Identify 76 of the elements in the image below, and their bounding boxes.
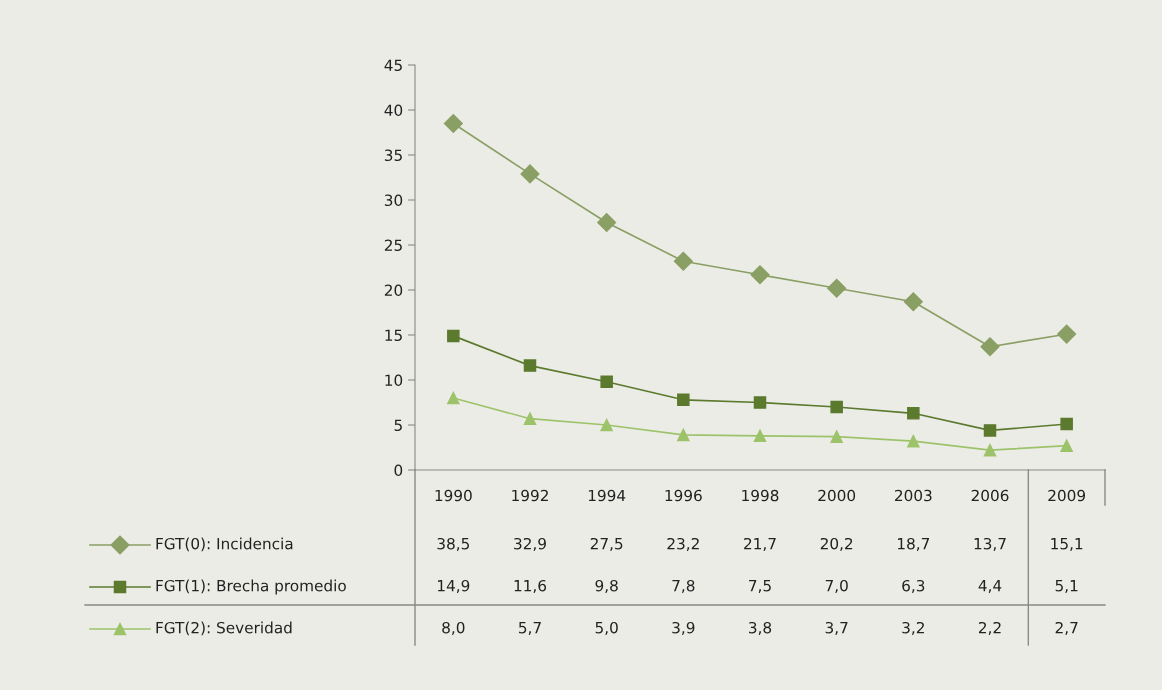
point: [1057, 324, 1077, 344]
data-label: 14,9: [438, 579, 470, 593]
data-label: 8,0: [442, 621, 465, 635]
point: [753, 396, 767, 409]
point: [983, 443, 997, 457]
data-label: 32,9: [514, 537, 546, 551]
y-tick-label: 45: [384, 59, 402, 72]
point: [600, 418, 613, 432]
y-tick-label: 25: [384, 239, 402, 252]
data-label: 9,8: [595, 579, 618, 593]
x-tick-label: 1996: [665, 489, 702, 502]
point: [830, 430, 843, 443]
data-label: 3,8: [749, 621, 772, 635]
y-tick-label: 20: [384, 284, 403, 297]
x-tick-label: 1990: [435, 489, 472, 502]
data-label: 7,0: [825, 579, 848, 593]
data-label: 7,5: [749, 580, 771, 593]
x-tick-label: 1992: [512, 489, 548, 502]
legend-label: FGT(2): Severidad: [156, 621, 292, 636]
point: [523, 412, 537, 425]
data-label: 7,8: [672, 579, 695, 593]
data-label: 2,2: [978, 621, 1001, 635]
data-label: 3,9: [672, 621, 695, 635]
data-label: 2,7: [1055, 621, 1078, 635]
point: [523, 359, 537, 372]
point: [447, 391, 460, 405]
point: [1060, 439, 1073, 452]
data-label: 18,7: [898, 537, 930, 551]
data-label: 5,1: [1055, 580, 1078, 593]
data-label: 11,6: [514, 579, 547, 593]
point: [753, 429, 767, 443]
point: [830, 400, 843, 414]
point: [520, 164, 540, 184]
data-label: 3,2: [902, 621, 924, 635]
y-tick-label: 30: [384, 194, 403, 207]
point: [673, 251, 693, 271]
data-label: 4,4: [978, 580, 1002, 593]
data-label: 21,7: [744, 537, 776, 551]
x-tick-label: 2000: [818, 489, 856, 502]
point: [750, 265, 770, 285]
data-label: 15,1: [1051, 538, 1083, 551]
y-tick-label: 0: [394, 464, 403, 477]
point: [597, 212, 617, 233]
data-label: 27,5: [590, 537, 623, 551]
y-tick-label: 10: [385, 374, 403, 387]
point: [600, 375, 613, 389]
legend-label: FGT(0): Incidencia: [156, 537, 293, 552]
point: [907, 434, 920, 448]
point: [447, 329, 460, 343]
point: [443, 113, 463, 134]
y-tick-label: 40: [384, 104, 403, 117]
point: [677, 428, 690, 442]
data-label: 6,3: [902, 579, 925, 593]
x-tick-label: 1998: [742, 489, 779, 502]
data-label: 23,2: [667, 537, 699, 551]
x-tick-label: 2006: [971, 489, 1009, 502]
data-label: 5,0: [595, 621, 618, 635]
point: [983, 424, 997, 437]
y-tick-label: 15: [385, 329, 402, 342]
legend-label: FGT(1): Brecha promedio: [156, 579, 346, 595]
data-label: 38,5: [437, 537, 470, 551]
data-label: 3,7: [825, 621, 848, 635]
x-tick-label: 2009: [1048, 489, 1086, 502]
x-tick-label: 2003: [895, 489, 932, 502]
point: [907, 407, 920, 420]
data-label: 5,7: [519, 622, 541, 635]
point: [903, 292, 923, 312]
y-tick-label: 35: [384, 149, 402, 162]
point: [980, 337, 1000, 357]
point: [677, 393, 690, 407]
data-label: 20,2: [820, 537, 853, 551]
y-tick-label: 5: [394, 419, 402, 432]
data-label: 13,7: [974, 537, 1006, 551]
point: [827, 278, 847, 298]
x-tick-label: 1994: [588, 489, 626, 502]
point: [1060, 417, 1073, 431]
